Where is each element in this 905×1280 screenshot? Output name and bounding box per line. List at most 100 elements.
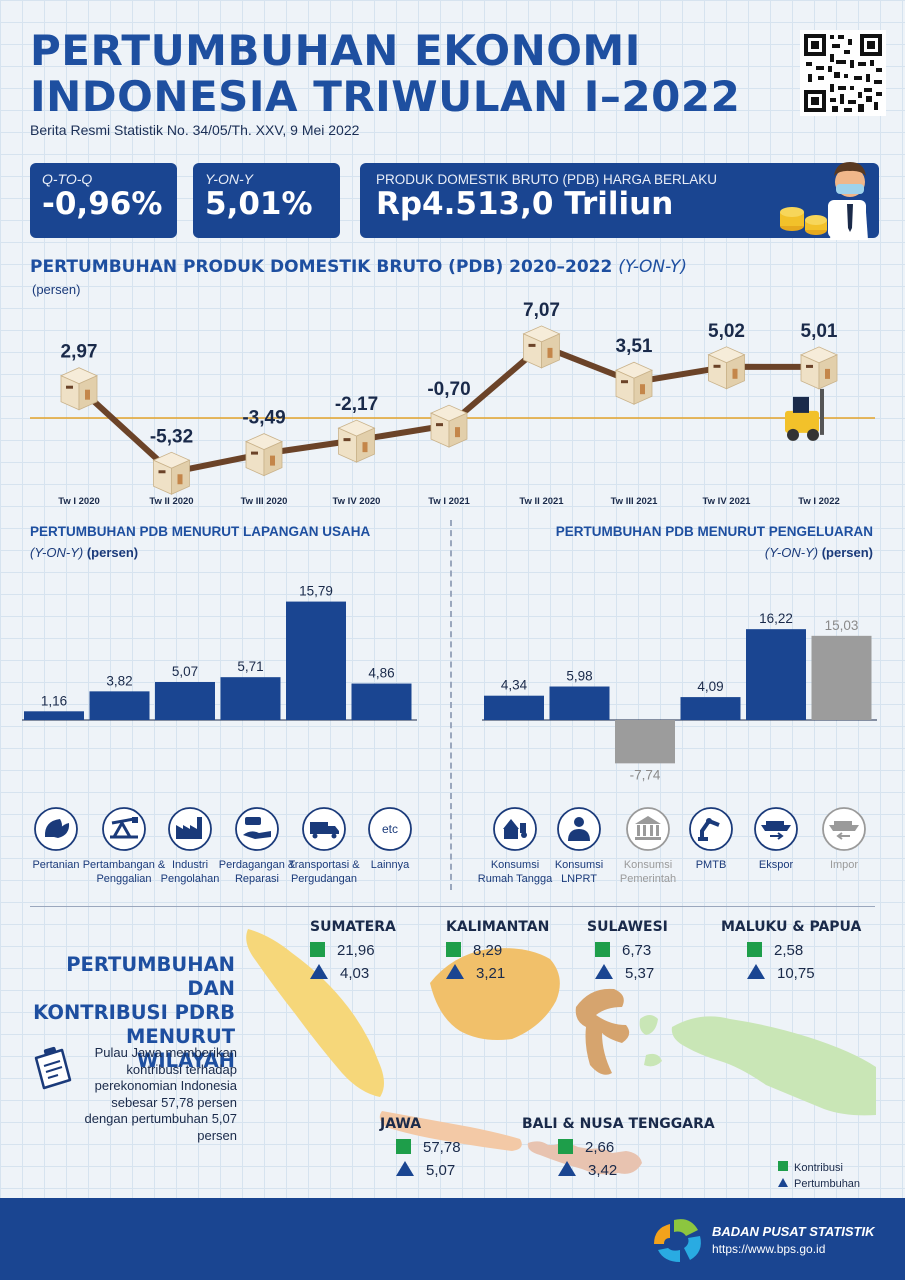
exp-item-pemerintah: Konsumsi Pemerintah xyxy=(606,805,690,886)
forklift-icon xyxy=(785,388,824,441)
map-jawa xyxy=(379,1111,522,1151)
pertumbuhan-icon xyxy=(558,1161,576,1176)
pertumbuhan-icon xyxy=(595,964,613,979)
title-line-1: PERTUMBUHAN EKONOMI xyxy=(30,26,641,75)
line-category-label: Tw IV 2021 xyxy=(703,496,752,507)
line-chart-unit: (persen) xyxy=(32,282,81,297)
pengeluaran-bar-chart: 4,34 5,98 -7,74 4,09 16,22 15,03 xyxy=(482,611,877,782)
region-name: JAWA xyxy=(380,1116,422,1132)
kontribusi-icon xyxy=(310,942,325,957)
exp-label: PMTB xyxy=(695,859,727,871)
legend-kontribusi: Kontribusi xyxy=(794,1162,843,1174)
clipboard-icon xyxy=(30,1044,76,1097)
bar xyxy=(811,635,872,720)
region-name: BALI & NUSA TENGGARA xyxy=(522,1116,715,1132)
bar xyxy=(155,681,215,720)
bar-value-label: 4,86 xyxy=(368,666,394,681)
line-value-label: -0,70 xyxy=(427,379,470,400)
region-sumatera: SUMATERA 21,96 4,03 xyxy=(310,919,396,982)
truck-icon xyxy=(302,807,346,851)
factory-icon xyxy=(168,807,212,851)
government-building-icon xyxy=(626,807,670,851)
qtoq-card: Q-TO-Q -0,96% xyxy=(30,163,177,238)
region-jawa: JAWA 57,78 5,07 xyxy=(380,1116,461,1179)
sector-item-lainnya: etc Lainnya xyxy=(348,805,432,872)
region-kontribusi: 8,29 xyxy=(473,942,503,959)
pdb-value: Rp4.513,0 Triliun xyxy=(376,186,674,222)
oil-pump-icon xyxy=(102,807,146,851)
kontribusi-icon xyxy=(558,1139,573,1154)
region-kontribusi: 6,73 xyxy=(622,942,652,959)
line-value-label: -3,49 xyxy=(242,408,285,429)
region-pertumbuhan: 4,03 xyxy=(340,965,370,982)
leaf-icon xyxy=(34,807,78,851)
bar-value-label: 3,82 xyxy=(106,673,132,688)
title-line-2: INDONESIA TRIWULAN I–2022 xyxy=(30,72,741,121)
sector-label: Pertanian xyxy=(32,859,80,871)
footer-url[interactable]: https://www.bps.go.id xyxy=(712,1242,826,1256)
map-legend: Kontribusi Pertumbuhan xyxy=(778,1160,860,1192)
map-bali-nusa-tenggara xyxy=(527,1141,642,1175)
lapangan-title: PERTUMBUHAN PDB MENURUT LAPANGAN USAHA xyxy=(30,524,371,539)
exp-label: Ekspor xyxy=(758,859,794,871)
line-point xyxy=(707,346,746,390)
region-title: PERTUMBUHAN DAN KONTRIBUSI PDRB MENURUT … xyxy=(30,953,235,1073)
etc-icon-text: etc xyxy=(382,822,398,836)
line-value-label: -2,17 xyxy=(335,394,378,415)
sector-label: Transportasi & Pergudangan xyxy=(288,859,360,885)
region-title-line-3: MENURUT WILAYAH xyxy=(125,1025,235,1072)
legend-pertumbuhan-icon xyxy=(778,1178,788,1187)
sector-item-pertanian: Pertanian xyxy=(14,805,98,872)
line-point xyxy=(245,433,283,477)
bar xyxy=(549,686,610,720)
line-point xyxy=(337,419,376,463)
line-value-label: 5,02 xyxy=(708,321,745,342)
bar-value-label: 15,03 xyxy=(825,618,859,633)
bar xyxy=(351,683,412,720)
region-pertumbuhan: 3,21 xyxy=(476,965,506,982)
line-value-label: 5,01 xyxy=(801,321,838,342)
region-pertumbuhan: 5,37 xyxy=(625,965,655,982)
bar-value-label: 1,16 xyxy=(41,693,67,708)
pertumbuhan-icon xyxy=(747,964,765,979)
pengeluaran-unit: (Y-ON-Y) (persen) xyxy=(765,545,873,560)
line-value-label: -5,32 xyxy=(150,426,193,447)
line-point xyxy=(60,367,98,411)
bar-value-label: 15,79 xyxy=(299,584,333,599)
region-name: SULAWESI xyxy=(587,919,668,935)
bar xyxy=(220,677,281,720)
region-name: SUMATERA xyxy=(310,919,396,935)
pdb-card: PRODUK DOMESTIK BRUTO (PDB) HARGA BERLAK… xyxy=(360,163,879,238)
qr-code-icon[interactable] xyxy=(800,30,886,116)
exp-label: Konsumsi Pemerintah xyxy=(619,859,677,885)
region-pertumbuhan: 5,07 xyxy=(426,1162,456,1179)
lapangan-bar-chart: 1,16 3,82 5,07 5,71 15,79 4,86 xyxy=(22,584,417,721)
lapangan-unit: (Y-ON-Y) (persen) xyxy=(30,545,138,560)
region-bali-nusa-tenggara: BALI & NUSA TENGGARA 2,66 3,42 xyxy=(522,1116,715,1179)
kontribusi-icon xyxy=(747,942,762,957)
line-category-label: Tw IV 2020 xyxy=(333,496,381,507)
bps-logo-icon[interactable] xyxy=(650,1214,704,1266)
map-sulawesi xyxy=(575,988,630,1075)
indonesia-map xyxy=(246,929,876,1175)
section-divider xyxy=(450,520,452,890)
bar-value-label: 4,09 xyxy=(697,679,723,694)
line-point xyxy=(430,404,468,448)
ship-import-icon xyxy=(822,807,866,851)
sector-item-pertambangan: Pertambangan & Penggalian xyxy=(82,805,166,886)
line-category-label: Tw II 2021 xyxy=(519,496,564,507)
pdb-line-chart: 2,97 Tw I 2020 -5,32 Tw II 2020 -3,49 Tw III … xyxy=(30,300,875,507)
region-sulawesi: SULAWESI 6,73 5,37 xyxy=(587,919,668,982)
exp-item-ekspor: Ekspor xyxy=(734,805,818,872)
line-point xyxy=(522,325,561,369)
line-chart-title: PERTUMBUHAN PRODUK DOMESTIK BRUTO (PDB) … xyxy=(30,257,687,277)
region-divider xyxy=(30,906,875,907)
line-chart-title-suffix: (Y-ON-Y) xyxy=(618,257,688,277)
region-name: MALUKU & PAPUA xyxy=(721,919,862,935)
exp-label: Konsumsi Rumah Tangga xyxy=(477,859,553,885)
line-point xyxy=(152,451,191,495)
line-category-label: Tw I 2020 xyxy=(58,496,100,507)
household-icon xyxy=(493,807,537,851)
bar-value-label: 4,34 xyxy=(501,678,528,693)
region-kontribusi: 2,58 xyxy=(774,942,804,959)
